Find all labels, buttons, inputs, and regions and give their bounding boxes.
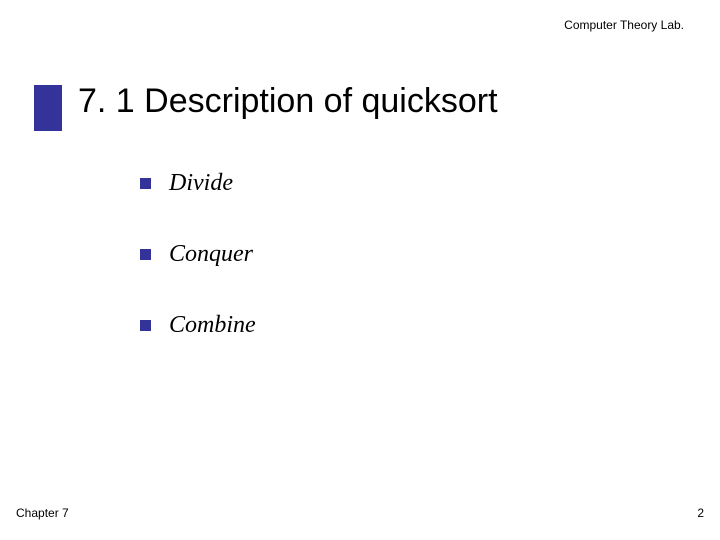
list-item: Conquer xyxy=(140,241,640,268)
square-bullet-icon xyxy=(140,178,151,189)
list-item: Combine xyxy=(140,312,640,339)
square-bullet-icon xyxy=(140,320,151,331)
lab-label: Computer Theory Lab. xyxy=(564,18,684,32)
bullet-text: Divide xyxy=(169,170,233,197)
bullet-list: Divide Conquer Combine xyxy=(140,170,640,383)
page-number: 2 xyxy=(697,506,704,520)
bullet-text: Conquer xyxy=(169,241,253,268)
square-bullet-icon xyxy=(140,249,151,260)
list-item: Divide xyxy=(140,170,640,197)
bullet-text: Combine xyxy=(169,312,256,339)
title-accent-bar xyxy=(34,85,62,131)
slide-title: 7. 1 Description of quicksort xyxy=(78,82,498,121)
chapter-label: Chapter 7 xyxy=(16,506,69,520)
